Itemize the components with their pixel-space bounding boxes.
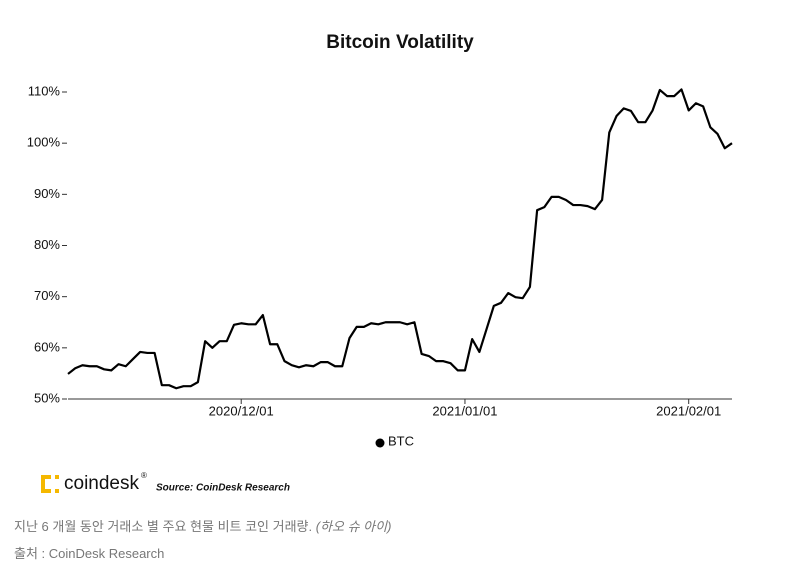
logo-icon bbox=[41, 475, 59, 493]
y-tick-label: 110% bbox=[28, 83, 61, 98]
source: Source: CoinDesk Research bbox=[156, 483, 290, 494]
caption-text: 지난 6 개월 동안 거래소 별 주요 현물 비트 코인 거래량. bbox=[14, 519, 313, 534]
line bbox=[67, 88, 733, 390]
y-tick-label: 100% bbox=[27, 135, 61, 150]
y-tick-label: 90% bbox=[34, 186, 60, 201]
logo-text: coindesk bbox=[64, 473, 139, 494]
credit-line: 출처 : CoinDesk Research bbox=[14, 546, 165, 561]
logo-mark: ® bbox=[141, 471, 147, 480]
y-tick-label: 70% bbox=[34, 288, 60, 303]
chart-title: Bitcoin Volatility bbox=[326, 32, 474, 53]
x-tick-label: 2021/01/01 bbox=[432, 403, 497, 418]
legend-marker bbox=[375, 438, 385, 448]
legend-label: BTC bbox=[388, 433, 414, 448]
y-tick-label: 80% bbox=[34, 237, 60, 252]
x-tick-label: 2020/12/01 bbox=[209, 403, 274, 418]
chart: Bitcoin Volatility coindesk ® Source: Co… bbox=[27, 32, 733, 494]
x-tick-label: 2021/02/01 bbox=[656, 403, 721, 418]
caption: 지난 6 개월 동안 거래소 별 주요 현물 비트 코인 거래량. (하오 슈 … bbox=[14, 516, 391, 535]
y-tick-label: 60% bbox=[34, 339, 60, 354]
caption-credit: (하오 슈 아이) bbox=[315, 519, 392, 534]
y-tick-label: 50% bbox=[34, 390, 60, 405]
